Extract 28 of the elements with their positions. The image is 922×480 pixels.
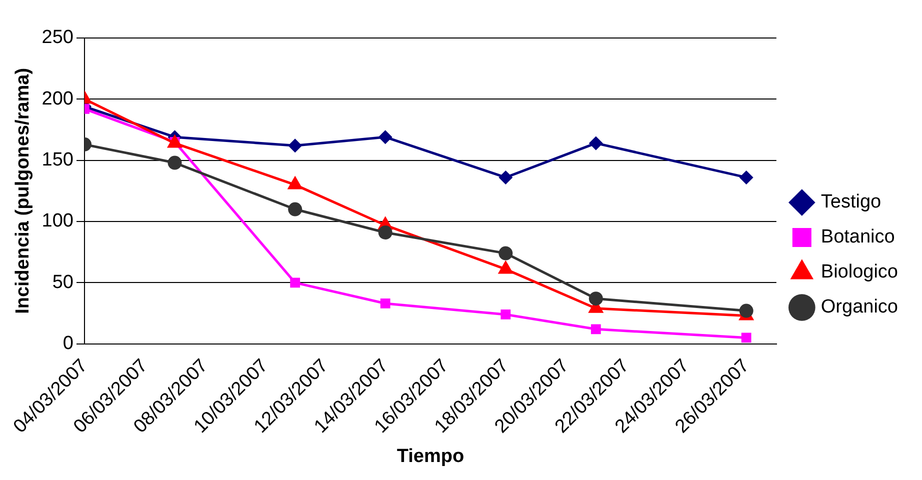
point [498, 246, 513, 260]
point [741, 332, 752, 343]
point [290, 278, 300, 288]
y-tick-label: 100 [42, 210, 74, 232]
y-tick-label: 0 [62, 333, 74, 354]
y-tick-label: 200 [42, 88, 74, 110]
point [378, 130, 392, 144]
point [590, 324, 601, 334]
y-tick-label: 50 [52, 272, 74, 293]
point [288, 138, 302, 153]
point [498, 170, 513, 184]
point [588, 292, 603, 306]
point [588, 136, 603, 150]
legend-label: Biologico [820, 262, 898, 283]
point [739, 304, 754, 318]
point [739, 170, 754, 184]
legend-label: Testigo [820, 192, 882, 213]
y-tick-label: 150 [42, 150, 74, 171]
y-tick-label: 250 [42, 27, 74, 48]
y-axis-title: Incidencia (pulgones/rama) [12, 68, 34, 314]
point [168, 156, 182, 170]
legend-label: Botanico [820, 226, 895, 248]
x-axis-title: Tiempo [396, 446, 464, 467]
point [288, 202, 302, 216]
point [380, 298, 390, 308]
legend-label: Organico [820, 296, 898, 318]
point [378, 226, 392, 240]
point [500, 310, 511, 320]
